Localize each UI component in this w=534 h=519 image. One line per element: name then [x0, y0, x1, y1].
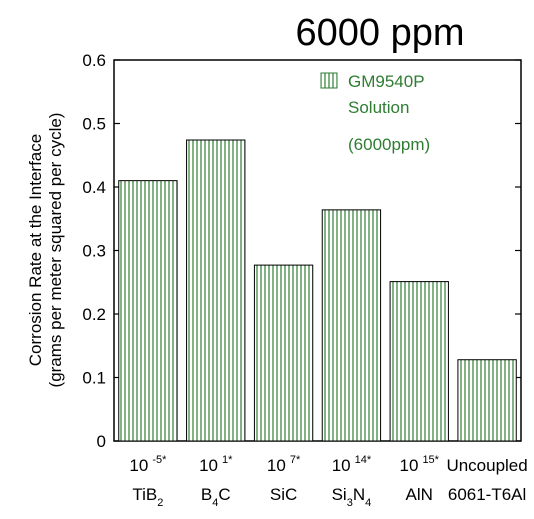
x-label-resistivity: 10 7*	[267, 454, 301, 475]
x-category-label: 10 14* Si3N4	[332, 454, 372, 509]
x-label-material: Si3N4	[332, 485, 372, 509]
x-category-label: 10 1* B4C	[199, 454, 233, 509]
x-category-label: 10 15* AlN	[400, 454, 440, 504]
legend-line-2: Solution	[348, 98, 409, 117]
chart-title: 6000 ppm	[295, 12, 464, 54]
y-tick-label: 0	[97, 432, 106, 451]
legend: GM9540P Solution (6000ppm)	[320, 72, 430, 154]
y-axis-ticks: 0 0.1 0.2 0.3 0.4 0.5 0.6	[82, 51, 521, 451]
x-category-label: 10 7* SiC	[267, 454, 301, 504]
x-label-material: TiB2	[132, 485, 163, 509]
y-tick-label: 0.6	[82, 51, 106, 70]
bar	[389, 281, 449, 442]
bar	[186, 139, 246, 442]
x-label-resistivity: 10 14*	[332, 454, 372, 475]
x-label-material: 6061-T6Al	[448, 485, 526, 504]
x-axis-labels: 10 -5* TiB2 10 1* B4C 10 7* SiC 10 14* Si3N4 10 15* Al…	[129, 454, 527, 509]
legend-line-1: GM9540P	[348, 72, 425, 91]
x-label-resistivity: 10 -5*	[129, 454, 167, 475]
x-label-resistivity: Uncoupled	[446, 456, 527, 475]
bars	[118, 139, 517, 442]
bar	[118, 180, 178, 442]
legend-line-3: (6000ppm)	[348, 135, 430, 154]
x-category-label: 10 -5* TiB2	[129, 454, 167, 509]
x-category-label: Uncoupled 6061-T6Al	[446, 456, 527, 504]
y-axis-label: Corrosion Rate at the Interface (grams p…	[26, 113, 65, 388]
bar	[253, 264, 314, 442]
x-label-resistivity: 10 15*	[400, 454, 440, 475]
x-label-resistivity: 10 1*	[199, 454, 233, 475]
y-axis-label-line2: (grams per meter squared per cycle)	[46, 113, 65, 388]
y-tick-label: 0.2	[82, 305, 106, 324]
x-label-material: B4C	[201, 485, 231, 509]
y-axis-label-line1: Corrosion Rate at the Interface	[26, 134, 45, 366]
x-label-material: AlN	[406, 485, 433, 504]
y-tick-label: 0.4	[82, 178, 106, 197]
legend-swatch	[320, 72, 338, 89]
y-tick-label: 0.1	[82, 369, 106, 388]
x-label-material: SiC	[270, 485, 297, 504]
bar	[321, 209, 382, 442]
bar	[457, 359, 517, 442]
y-tick-label: 0.5	[82, 115, 106, 134]
y-tick-label: 0.3	[82, 242, 106, 261]
